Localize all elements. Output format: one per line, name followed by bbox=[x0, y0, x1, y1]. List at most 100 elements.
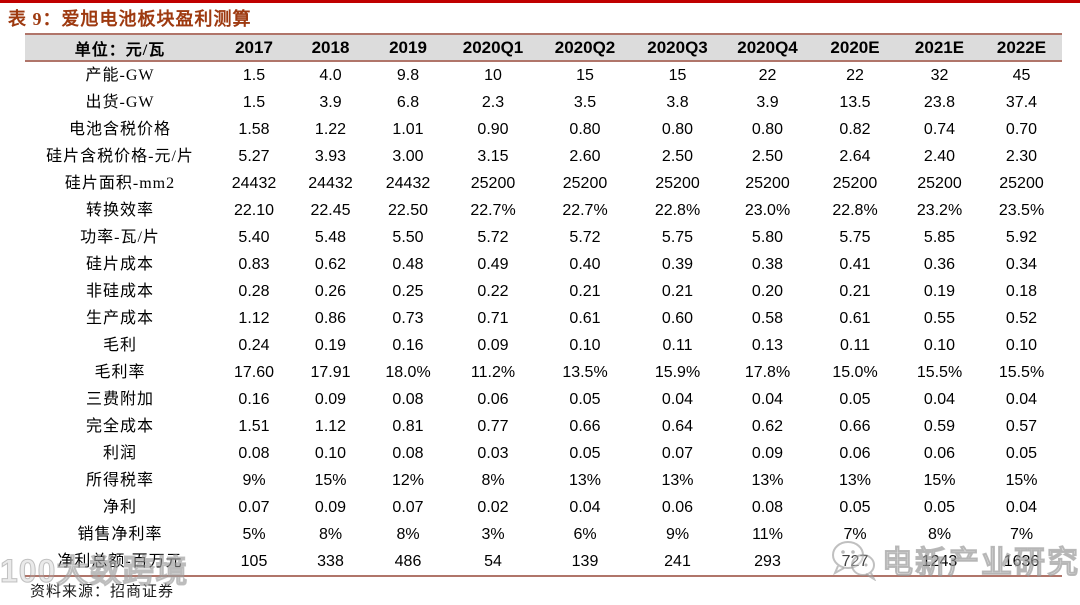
cell-value: 0.73 bbox=[392, 310, 424, 327]
cell-value: 0.38 bbox=[751, 256, 784, 273]
cell-value: 5.72 bbox=[569, 229, 601, 246]
cell-value: 4.0 bbox=[319, 67, 342, 84]
cell-value: 23.0% bbox=[744, 202, 791, 219]
cell-value: 15.0% bbox=[832, 364, 878, 381]
cell-value: 3.00 bbox=[392, 148, 424, 165]
row-label: 功率-瓦/片 bbox=[80, 229, 160, 246]
table-row: 电池含税价格 1.58 1.22 1.01 0.90 0.80 0.80 0.80 0.82 0.… bbox=[25, 116, 1062, 143]
year-column-header: 2018 bbox=[293, 33, 368, 62]
cell-value: 37.4 bbox=[1005, 94, 1038, 111]
cell-value: 0.05 bbox=[839, 391, 871, 408]
cell-value: 0.62 bbox=[751, 418, 784, 435]
cell-value: 0.20 bbox=[751, 283, 784, 300]
cell-value: 0.58 bbox=[751, 310, 784, 327]
cell-value: 0.59 bbox=[923, 418, 956, 435]
row-label: 毛利率 bbox=[94, 364, 146, 381]
cell-value: 3.15 bbox=[477, 148, 509, 165]
cell-value: 15% bbox=[923, 472, 956, 489]
cell-value: 17.60 bbox=[233, 364, 275, 381]
cell-value: 5.75 bbox=[661, 229, 694, 246]
cell-value: 23.2% bbox=[916, 202, 963, 219]
cell-value: 22.45 bbox=[310, 202, 351, 219]
top-rule bbox=[0, 0, 1080, 3]
cell-value: 5% bbox=[242, 526, 266, 543]
cell-value: 1.22 bbox=[314, 121, 347, 138]
cell-value: 5.80 bbox=[751, 229, 784, 246]
cell-value: 0.25 bbox=[392, 283, 424, 300]
cell-value: 0.36 bbox=[923, 256, 956, 273]
cell-value: 0.80 bbox=[751, 121, 784, 138]
cell-value: 25200 bbox=[832, 175, 878, 192]
cell-value: 0.10 bbox=[569, 337, 601, 354]
cell-value: 22.8% bbox=[832, 202, 878, 219]
cell-value: 25200 bbox=[999, 175, 1044, 192]
cell-value: 0.90 bbox=[477, 121, 509, 138]
cell-value: 24432 bbox=[308, 175, 353, 192]
cell-value: 0.26 bbox=[314, 283, 347, 300]
cell-value: 0.13 bbox=[751, 337, 784, 354]
cell-value: 0.49 bbox=[477, 256, 509, 273]
table-body: 产能-GW 1.5 4.0 9.8 10 15 15 22 22 32 45 出货-GW 1.5 3.9 6… bbox=[25, 61, 1062, 577]
cell-value: 11.2% bbox=[470, 364, 516, 381]
cell-value: 2.30 bbox=[1005, 148, 1038, 165]
cell-value: 0.06 bbox=[923, 445, 956, 462]
cell-value: 0.04 bbox=[1005, 391, 1038, 408]
cell-value: 0.16 bbox=[238, 391, 270, 408]
cell-value: 1.5 bbox=[242, 67, 266, 84]
cell-value: 7% bbox=[843, 526, 867, 543]
cell-value: 0.08 bbox=[392, 391, 424, 408]
cell-value: 0.07 bbox=[661, 445, 694, 462]
table-row: 完全成本 1.51 1.12 0.81 0.77 0.66 0.64 0.62 0.66 0.59… bbox=[25, 413, 1062, 440]
cell-value: 23.8 bbox=[923, 94, 956, 111]
table-row: 硅片成本 0.83 0.62 0.48 0.49 0.40 0.39 0.38 0.41 0.36… bbox=[25, 251, 1062, 278]
cell-value: 0.10 bbox=[1005, 337, 1038, 354]
cell-value: 17.8% bbox=[744, 364, 791, 381]
cell-value: 22.10 bbox=[233, 202, 275, 219]
year-column-header: 2017 bbox=[215, 33, 293, 62]
cell-value: 5.50 bbox=[392, 229, 424, 246]
cell-value: 0.86 bbox=[314, 310, 347, 327]
cell-value: 15% bbox=[1005, 472, 1038, 489]
cell-value: 105 bbox=[215, 548, 293, 577]
cell-value: 139 bbox=[538, 548, 632, 577]
cell-value: 0.21 bbox=[569, 283, 601, 300]
cell-value: 1.51 bbox=[238, 418, 270, 435]
cell-value: 0.21 bbox=[839, 283, 871, 300]
cell-value: 0.66 bbox=[569, 418, 601, 435]
cell-value: 1636 bbox=[981, 548, 1062, 577]
table-row: 非硅成本 0.28 0.26 0.25 0.22 0.21 0.21 0.20 0.21 0.19… bbox=[25, 278, 1062, 305]
cell-value: 12% bbox=[391, 472, 425, 489]
cell-value: 22.7% bbox=[562, 202, 608, 219]
cell-value: 13% bbox=[661, 472, 694, 489]
row-label: 硅片面积-mm2 bbox=[64, 175, 176, 192]
cell-value: 0.66 bbox=[839, 418, 871, 435]
table-row: 毛利率 17.60 17.91 18.0% 11.2% 13.5% 15.9% 17.8% 15… bbox=[25, 359, 1062, 386]
cell-value: 15 bbox=[576, 67, 594, 84]
table-row: 净利 0.07 0.09 0.07 0.02 0.04 0.06 0.08 0.05 0.05 0.… bbox=[25, 494, 1062, 521]
cell-value: 0.04 bbox=[569, 499, 601, 516]
cell-value: 17.91 bbox=[310, 364, 351, 381]
cell-value: 0.05 bbox=[569, 445, 601, 462]
year-column-header: 2020Q1 bbox=[448, 33, 538, 62]
row-label: 利润 bbox=[102, 445, 137, 462]
row-label: 转换效率 bbox=[85, 202, 154, 219]
cell-value: 9% bbox=[665, 526, 690, 543]
cell-value: 13.5 bbox=[839, 94, 871, 111]
cell-value: 8% bbox=[481, 472, 505, 489]
cell-value: 9% bbox=[242, 472, 266, 489]
row-label: 非硅成本 bbox=[85, 283, 154, 300]
row-label: 毛利 bbox=[102, 337, 137, 354]
cell-value: 0.61 bbox=[839, 310, 871, 327]
cell-value: 0.41 bbox=[839, 256, 871, 273]
cell-value: 0.71 bbox=[477, 310, 509, 327]
cell-value: 0.48 bbox=[392, 256, 424, 273]
cell-value: 2.64 bbox=[839, 148, 871, 165]
cell-value: 11% bbox=[752, 526, 783, 543]
cell-value: 0.07 bbox=[392, 499, 424, 516]
cell-value: 0.60 bbox=[661, 310, 694, 327]
cell-value: 1.58 bbox=[238, 121, 270, 138]
cell-value: 3% bbox=[481, 526, 505, 543]
year-column-header: 2022E bbox=[981, 33, 1062, 62]
table-row: 出货-GW 1.5 3.9 6.8 2.3 3.5 3.8 3.9 13.5 23.8 37.4 bbox=[25, 89, 1062, 116]
cell-value: 0.06 bbox=[839, 445, 871, 462]
